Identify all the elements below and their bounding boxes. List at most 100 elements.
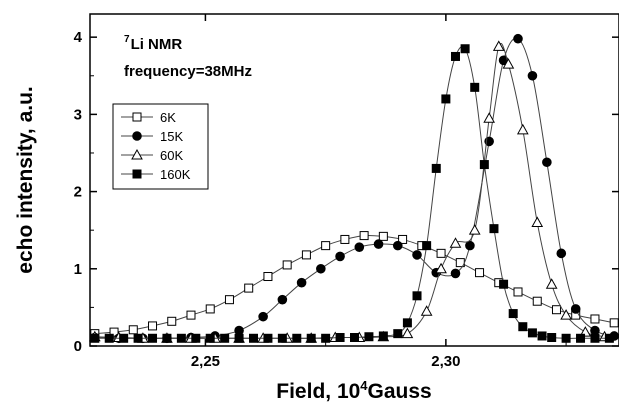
legend-box bbox=[112, 103, 209, 190]
data-point-160K bbox=[527, 328, 537, 338]
data-point-6K bbox=[590, 314, 600, 324]
data-point-160K bbox=[393, 329, 403, 339]
data-point-160K bbox=[148, 333, 158, 343]
data-point-6K bbox=[244, 283, 254, 293]
legend-item-6K: 6K bbox=[121, 110, 176, 125]
data-point-160K bbox=[489, 224, 499, 234]
data-point-60K bbox=[492, 40, 505, 51]
y-tick-label: 0 bbox=[74, 338, 82, 355]
y-axis-label: echo intensity, a.u. bbox=[14, 86, 37, 273]
x-axis-label-sup: 4 bbox=[360, 378, 368, 393]
data-point-15K bbox=[354, 242, 365, 252]
data-point-6K bbox=[167, 316, 177, 326]
y-tick-label: 1 bbox=[74, 261, 82, 278]
legend-marker-160K bbox=[132, 169, 142, 179]
data-point-160K bbox=[431, 163, 441, 173]
legend-label: 6K bbox=[160, 110, 176, 125]
annotation-sup: 7 bbox=[124, 34, 130, 45]
data-point-6K bbox=[148, 321, 158, 331]
data-point-160K bbox=[402, 318, 412, 328]
data-point-15K bbox=[412, 250, 422, 260]
data-point-160K bbox=[321, 333, 331, 343]
data-point-60K bbox=[502, 58, 515, 69]
data-point-60K bbox=[516, 123, 529, 135]
data-point-6K bbox=[301, 250, 311, 260]
data-point-60K bbox=[531, 216, 544, 227]
legend-label: 15K bbox=[160, 129, 183, 144]
data-point-160K bbox=[277, 333, 287, 343]
data-point-160K bbox=[422, 241, 432, 251]
data-point-15K bbox=[570, 304, 581, 314]
data-point-160K bbox=[590, 333, 600, 343]
series-layer bbox=[88, 33, 619, 344]
x-axis-label: Field, 104Gauss bbox=[276, 378, 431, 403]
data-point-160K bbox=[499, 279, 509, 289]
data-point-160K bbox=[364, 332, 374, 342]
data-point-15K bbox=[465, 240, 475, 251]
data-point-15K bbox=[373, 239, 384, 249]
data-point-160K bbox=[249, 333, 259, 343]
data-point-15K bbox=[392, 240, 403, 251]
data-point-6K bbox=[609, 318, 619, 328]
plot-frame bbox=[89, 13, 619, 347]
data-point-15K bbox=[450, 268, 461, 279]
legend-item-60K: 60K bbox=[121, 148, 183, 163]
annotation-line2: frequency=38MHz bbox=[124, 63, 252, 80]
data-point-160K bbox=[350, 333, 359, 343]
x-tick-label: 2,25 bbox=[191, 353, 220, 370]
legend-item-160K: 160K bbox=[121, 167, 191, 182]
data-point-160K bbox=[378, 331, 388, 341]
data-point-15K bbox=[277, 294, 288, 305]
data-point-160K bbox=[119, 333, 129, 343]
x-tick-label: 2,30 bbox=[431, 353, 460, 370]
data-point-160K bbox=[263, 333, 273, 343]
data-point-60K bbox=[483, 112, 496, 123]
series-160K bbox=[90, 44, 614, 343]
data-point-60K bbox=[449, 237, 462, 248]
data-point-15K bbox=[527, 70, 538, 81]
data-point-6K bbox=[321, 241, 331, 251]
annotation-nucleus: Li NMR bbox=[131, 36, 183, 53]
data-point-160K bbox=[508, 309, 518, 319]
data-point-60K bbox=[545, 278, 558, 289]
y-tick-label: 4 bbox=[74, 29, 83, 46]
data-point-160K bbox=[205, 333, 215, 343]
data-point-15K bbox=[513, 33, 523, 44]
data-point-6K bbox=[359, 231, 369, 241]
data-point-60K bbox=[435, 262, 447, 274]
data-point-160K bbox=[234, 333, 244, 343]
series-line-6K bbox=[94, 234, 615, 335]
series-60K bbox=[88, 40, 611, 343]
data-point-6K bbox=[532, 296, 542, 306]
data-point-6K bbox=[513, 287, 523, 297]
data-point-160K bbox=[460, 44, 470, 54]
data-point-160K bbox=[335, 333, 345, 343]
data-point-6K bbox=[224, 295, 234, 305]
data-point-160K bbox=[191, 333, 201, 343]
data-point-15K bbox=[296, 277, 307, 288]
data-point-160K bbox=[479, 160, 489, 170]
data-point-160K bbox=[576, 333, 586, 343]
data-point-60K bbox=[468, 224, 481, 235]
data-point-160K bbox=[470, 82, 480, 92]
data-point-160K bbox=[133, 333, 143, 343]
data-point-160K bbox=[176, 333, 186, 343]
data-point-15K bbox=[542, 157, 552, 168]
data-point-6K bbox=[475, 268, 485, 278]
data-point-15K bbox=[316, 263, 326, 274]
y-tick-label: 2 bbox=[74, 184, 82, 201]
data-point-160K bbox=[537, 331, 547, 341]
data-point-160K bbox=[292, 333, 302, 343]
data-point-60K bbox=[401, 327, 414, 339]
data-point-6K bbox=[551, 305, 561, 315]
legend-item-15K: 15K bbox=[121, 129, 183, 144]
data-point-160K bbox=[90, 333, 100, 343]
data-point-160K bbox=[547, 333, 557, 343]
data-point-160K bbox=[561, 333, 571, 343]
data-point-6K bbox=[186, 310, 196, 320]
data-point-6K bbox=[340, 234, 350, 244]
x-axis-label-main: Field, 10 bbox=[276, 380, 360, 403]
data-point-160K bbox=[604, 333, 614, 343]
legend-label: 160K bbox=[160, 167, 191, 182]
